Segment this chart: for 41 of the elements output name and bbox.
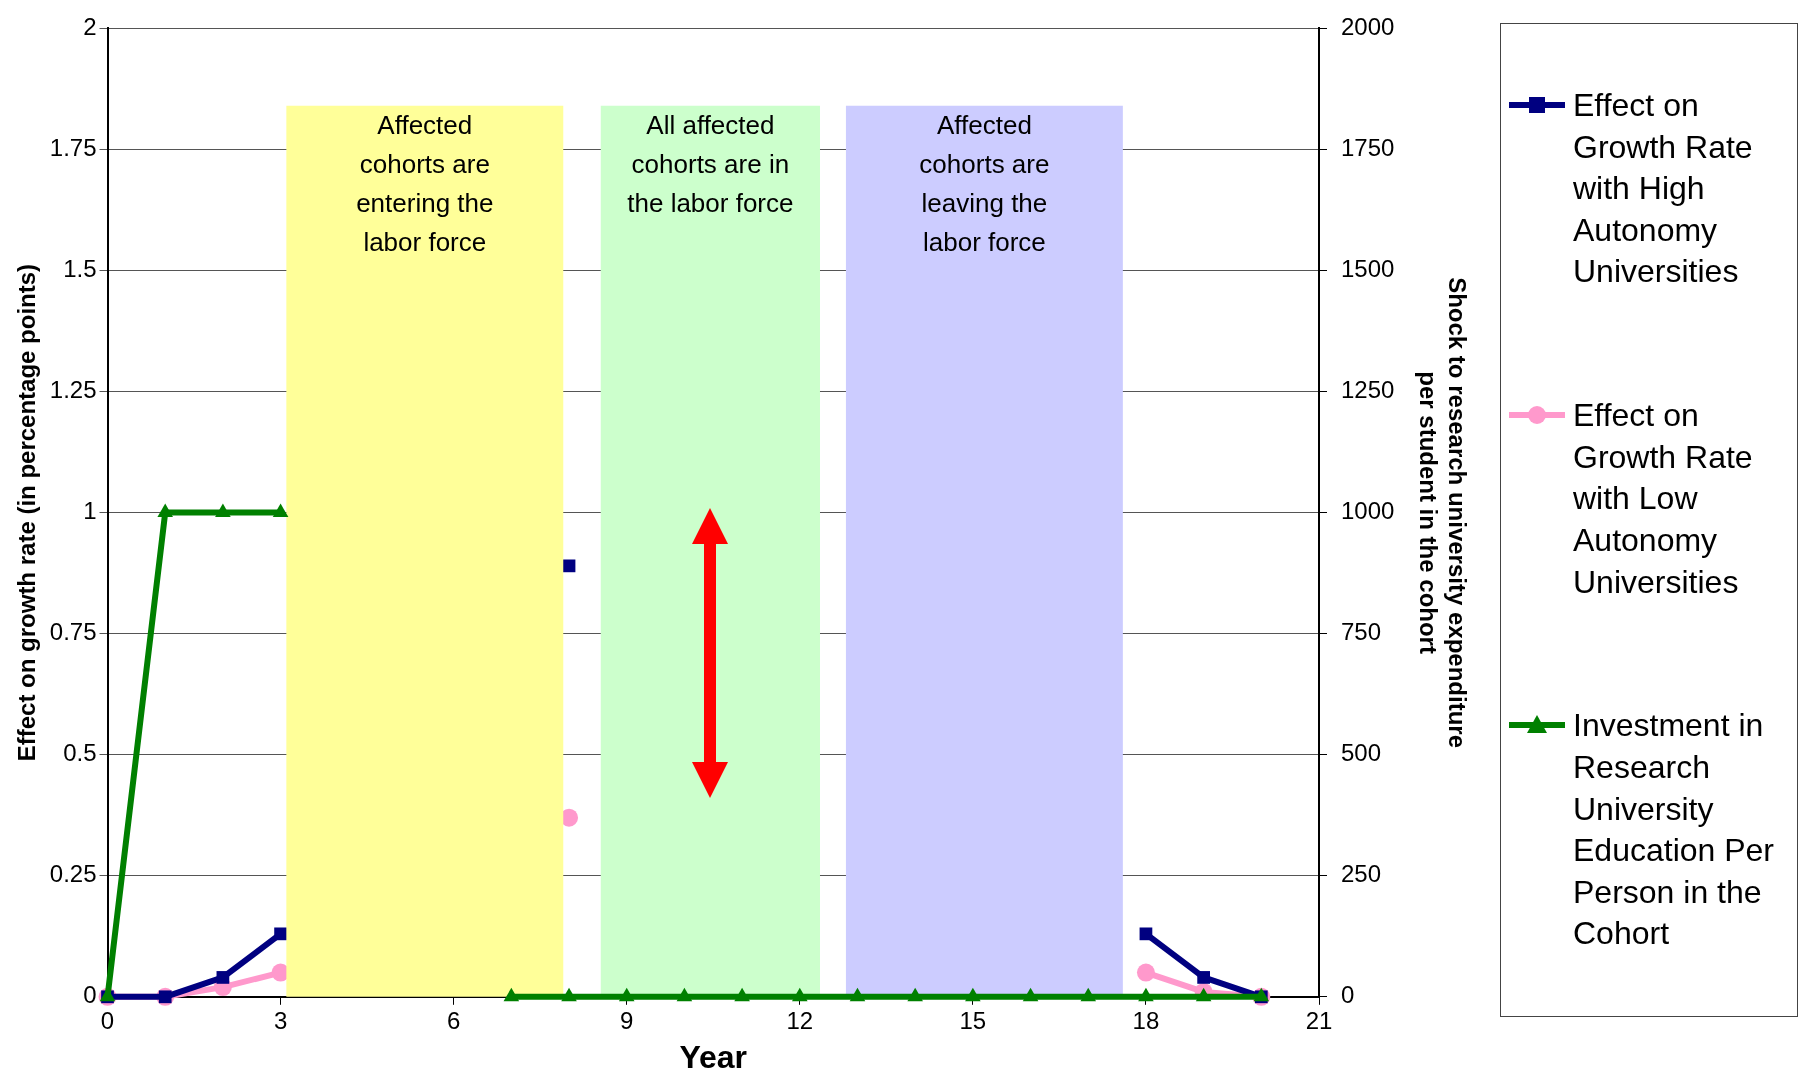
y2-tick-label: 1250 bbox=[1341, 376, 1395, 404]
band-label: Affected cohorts are leaving the labor force bbox=[919, 110, 1050, 258]
y-tick-label: 0.75 bbox=[49, 618, 97, 646]
y-tick-label: 0.25 bbox=[49, 860, 97, 888]
point bbox=[216, 971, 230, 984]
legend-label: Effect on Growth Rate with Low Autonomy Universities bbox=[1573, 396, 1754, 602]
x-tick-label: 18 bbox=[1132, 1006, 1160, 1034]
point bbox=[274, 927, 287, 941]
point bbox=[1136, 963, 1155, 982]
x-tick-label: 12 bbox=[786, 1006, 814, 1034]
band-label: Affected cohorts are entering the labor force bbox=[356, 110, 494, 258]
y2-tick-label: 250 bbox=[1341, 860, 1382, 888]
y2-tick-label: 500 bbox=[1341, 739, 1382, 767]
legend-label: Effect on Growth Rate with High Autonomy Universities bbox=[1573, 86, 1754, 292]
y2-tick-label: 0 bbox=[1341, 981, 1355, 1009]
y-tick-label: 1.75 bbox=[49, 134, 97, 162]
x-tick-label: 9 bbox=[620, 1006, 634, 1034]
y-axis-title: Effect on growth rate (in percentage points) bbox=[13, 263, 41, 762]
y-tick-label: 2 bbox=[83, 13, 97, 41]
y-tick-label: 1 bbox=[83, 497, 97, 525]
x-axis-title: Year bbox=[679, 1038, 748, 1075]
x-tick-label: 21 bbox=[1305, 1006, 1333, 1034]
y2-tick-label: 2000 bbox=[1341, 13, 1395, 41]
x-tick-label: 15 bbox=[959, 1006, 987, 1034]
y2-tick-label: 1500 bbox=[1341, 255, 1395, 283]
y-tick-label: 0.5 bbox=[63, 739, 97, 767]
legend-label: Investment in Research University Education Per Person in the Cohort bbox=[1573, 706, 1775, 954]
x-tick-label: 6 bbox=[446, 1006, 461, 1034]
y2-tick-label: 750 bbox=[1341, 618, 1382, 646]
y2-axis-title: Shock to research university expenditure per student in the cohort bbox=[1415, 277, 1471, 749]
y2-tick-label: 1750 bbox=[1341, 134, 1395, 162]
x-tick-label: 0 bbox=[100, 1006, 115, 1034]
x-tick-label: 3 bbox=[273, 1006, 288, 1034]
point bbox=[1197, 971, 1210, 984]
y-tick-label: 1.25 bbox=[49, 376, 97, 404]
point bbox=[1139, 927, 1153, 941]
y-tick-label: 0 bbox=[83, 981, 97, 1009]
point bbox=[562, 559, 576, 573]
band-label: All affected cohorts are in the labor force bbox=[627, 110, 794, 219]
y-tick-label: 1.5 bbox=[63, 255, 97, 283]
y2-tick-label: 1000 bbox=[1341, 497, 1395, 525]
